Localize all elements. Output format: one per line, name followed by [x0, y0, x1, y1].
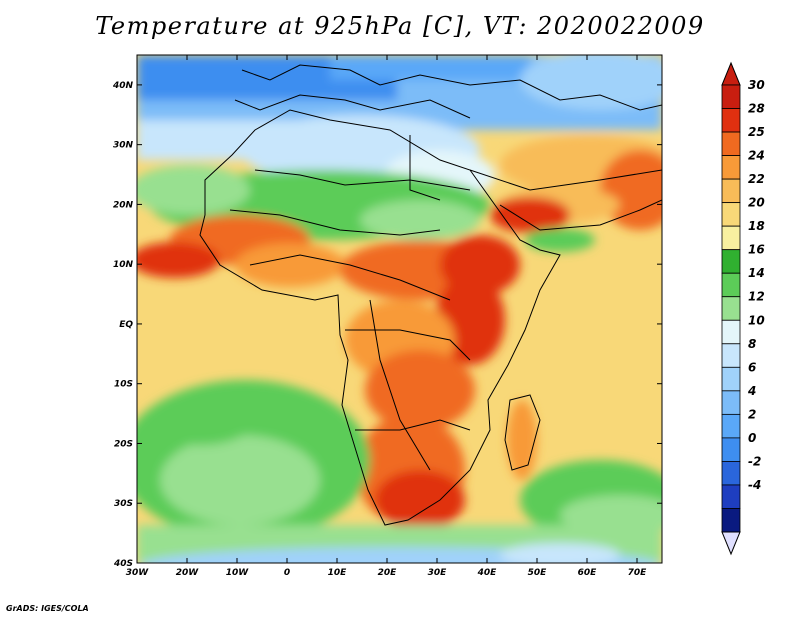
grads-credit: GrADS: IGES/COLA — [6, 604, 89, 613]
lon-label: 70E — [628, 568, 648, 578]
lon-label: 20W — [176, 568, 200, 578]
colorbar-box — [721, 390, 741, 415]
lon-label: 40E — [477, 568, 498, 578]
lon-label: 20E — [378, 568, 398, 578]
colorbar-label: 24 — [748, 149, 765, 163]
map-frame — [136, 54, 663, 564]
colorbar-box — [721, 461, 741, 486]
colorbar-label: 4 — [747, 384, 756, 398]
colorbar-box — [721, 84, 741, 109]
colorbar-box — [721, 508, 741, 533]
lat-label: 10S — [114, 380, 133, 390]
colorbar-box — [721, 202, 741, 227]
colorbar-label: 28 — [748, 102, 765, 116]
colorbar-label: 0 — [748, 431, 756, 445]
colorbar-box — [721, 296, 741, 321]
colorbar-label: 6 — [748, 360, 756, 374]
lat-label: 10N — [113, 260, 134, 270]
lon-label: 60E — [578, 568, 598, 578]
colorbar-label: 30 — [748, 78, 765, 92]
lat-label: EQ — [119, 320, 133, 330]
lat-label: 40N — [112, 81, 134, 91]
colorbar-label: -2 — [748, 454, 761, 468]
colorbar-label: 2 — [748, 407, 756, 421]
colorbar-box — [721, 108, 741, 133]
colorbar-box — [721, 131, 741, 156]
colorbar-box — [721, 225, 741, 251]
temperature-field — [137, 55, 662, 563]
lon-label: 30E — [428, 568, 448, 578]
longitude-labels: 30W 20W 10W 0 10E 20E 30E 40E 50E 60E 70E — [126, 55, 647, 578]
colorbar-label: 8 — [748, 337, 756, 351]
lon-label: 10W — [226, 568, 250, 578]
colorbar-label: 12 — [748, 290, 765, 304]
colorbar-bottom-arrow — [721, 531, 741, 556]
lon-label: 30W — [126, 568, 150, 578]
colorbar-label: 18 — [748, 219, 765, 233]
lon-label: 0 — [284, 568, 290, 578]
colorbar-box — [721, 178, 741, 204]
lat-label: 30S — [114, 499, 133, 509]
colorbar-box — [721, 319, 741, 345]
colorbar-label: 16 — [748, 243, 765, 257]
latitude-labels: 40N 30N 20N 10N EQ 10S 20S 30S 40S — [112, 81, 662, 569]
lon-label: 50E — [528, 568, 548, 578]
map-title: Temperature at 925hPa [C], VT: 202002200… — [95, 12, 705, 40]
lat-label: 30N — [113, 141, 134, 151]
lat-label: 20N — [113, 200, 134, 210]
colorbar-label: 14 — [748, 266, 765, 280]
colorbar-box — [721, 366, 741, 392]
colorbar-box — [721, 249, 741, 274]
colorbar-box — [721, 413, 741, 439]
colorbar-box — [721, 343, 741, 368]
colorbar-box — [721, 272, 741, 298]
colorbar-label: 20 — [748, 196, 765, 210]
lat-label: 40S — [113, 559, 133, 569]
colorbar-top-arrow — [721, 61, 741, 86]
colorbar-label: -4 — [748, 478, 761, 492]
colorbar-label: 25 — [748, 125, 765, 139]
colorbar-box — [721, 155, 741, 180]
colorbar-box — [721, 437, 741, 462]
lat-label: 20S — [114, 439, 133, 449]
colorbar-label: 22 — [748, 172, 765, 186]
lon-label: 10E — [328, 568, 348, 578]
colorbar-box — [721, 484, 741, 509]
colorbar-label: 10 — [748, 313, 765, 327]
